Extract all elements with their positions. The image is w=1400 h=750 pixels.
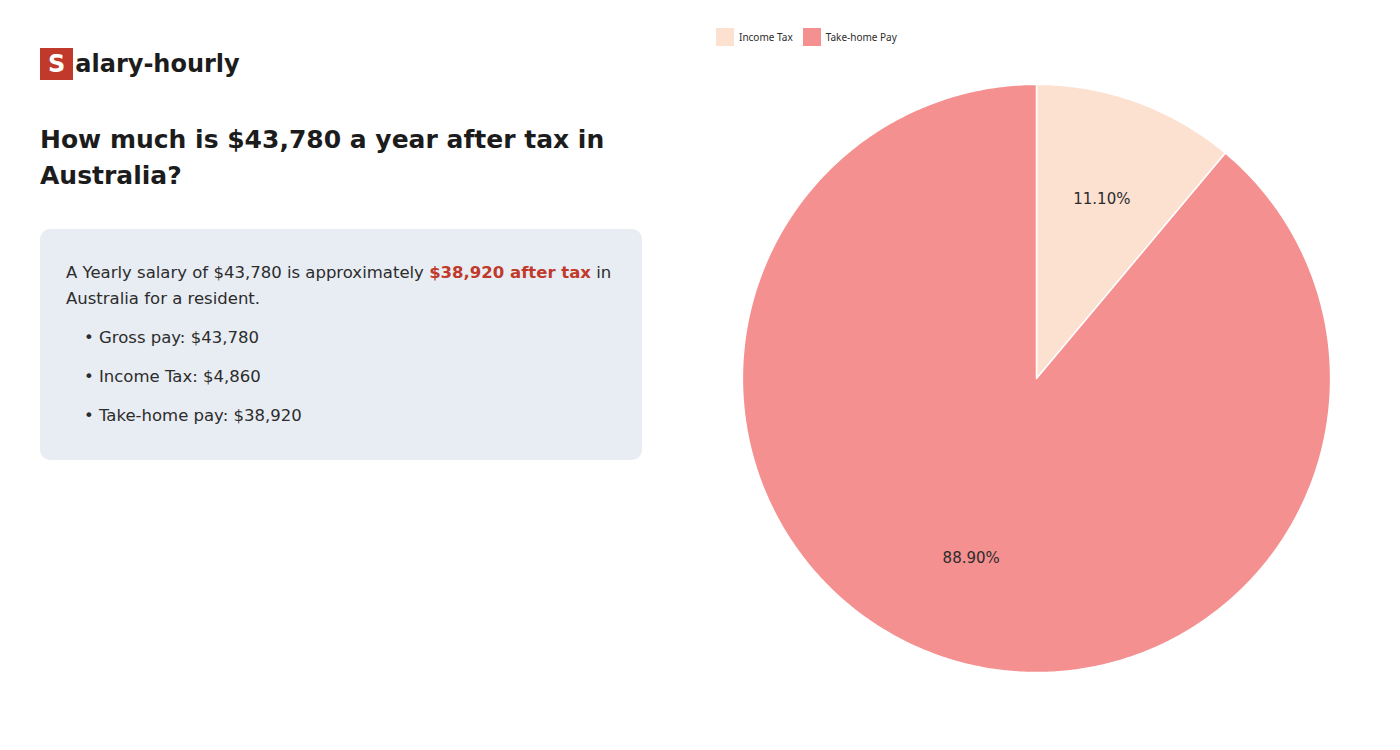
- html-text:A Yearly salary of $43,780 is: A Yearly salary of $43,780 is approximat…: [66, 262, 612, 282]
- svg-text:11.10%: 11.10%: [1073, 190, 1130, 208]
- svg-text:88.90%: 88.90%: [943, 549, 1000, 567]
- html-text:S alary-hourly: S alary-hourly: [48, 50, 240, 78]
- html-text:• Take-home pay: $38,920: • Take-home pay: $38,920: [84, 405, 302, 425]
- html-text:How much is $43,780 a year aft: How much is $43,780 a year after tax in: [40, 125, 605, 154]
- html-text:Take-home Pay: Take-home Pay: [825, 29, 897, 44]
- html-text:• Gross pay: $43,780: • Gross pay: $43,780: [84, 328, 259, 347]
- html-text:Income Tax: Income Tax: [739, 29, 793, 44]
- html-text:Australia for a resident.: Australia for a resident.: [66, 289, 261, 309]
- html-text:Australia?: Australia?: [40, 161, 182, 191]
- html-text:• Income Tax: $4,860: • Income Tax: $4,860: [84, 366, 261, 386]
